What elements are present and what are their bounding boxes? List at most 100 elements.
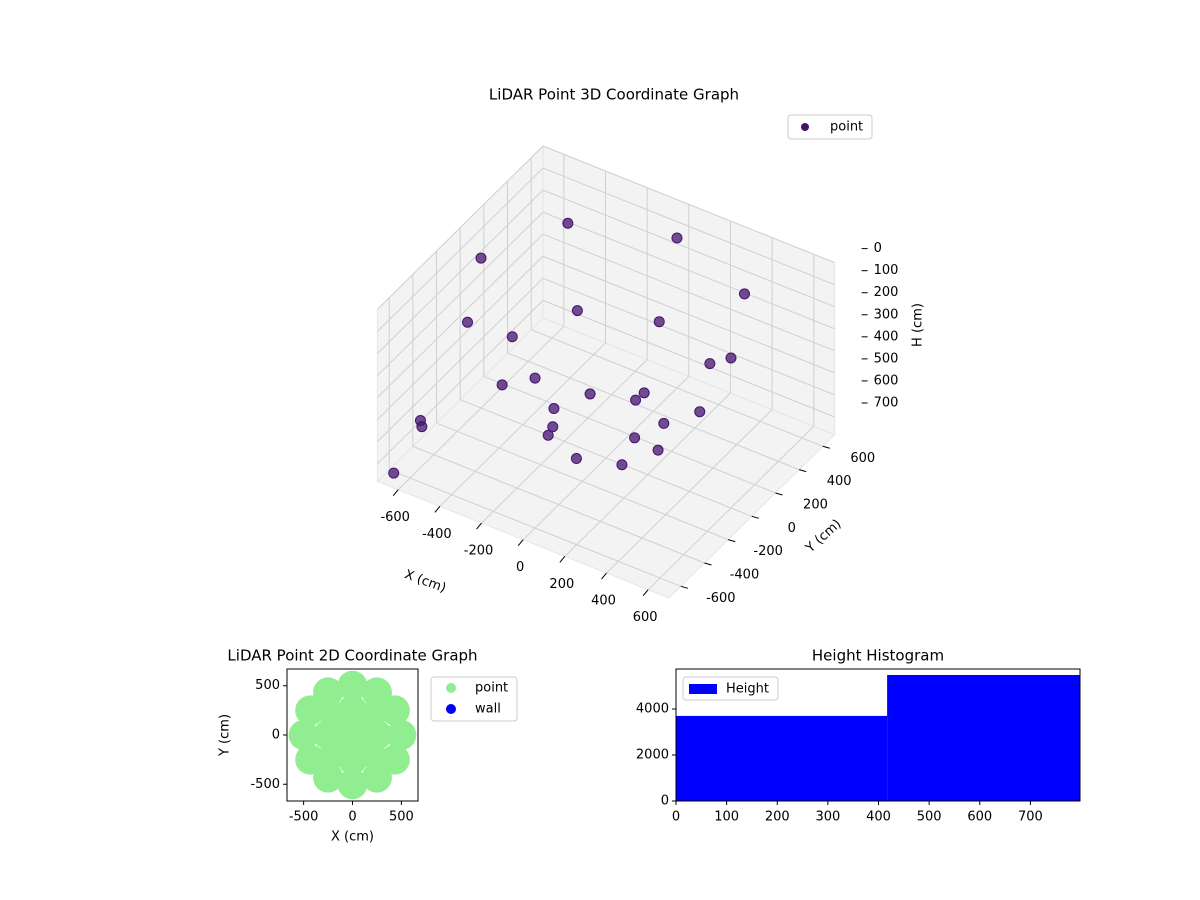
grid-line <box>412 445 705 564</box>
point <box>671 232 683 244</box>
plot-area <box>288 670 417 800</box>
grid-line <box>542 277 835 396</box>
grid-line <box>530 329 823 447</box>
y-tick-label: 400 <box>827 474 852 489</box>
legend-marker <box>446 704 456 714</box>
point <box>562 217 574 229</box>
z-tick-label: 300 <box>874 307 899 322</box>
point <box>738 288 750 300</box>
chart-title: LiDAR Point 2D Coordinate Graph <box>227 647 477 665</box>
tick-mark <box>680 585 688 589</box>
z-tick-label: 500 <box>874 351 899 366</box>
point <box>386 720 417 750</box>
point <box>462 316 474 328</box>
z-tick-label: 100 <box>874 263 899 278</box>
z-tick-label: 200 <box>874 285 899 300</box>
y-tick-label: -500 <box>250 777 280 792</box>
x-tick-label: -200 <box>464 544 494 559</box>
chart-title: Height Histogram <box>812 647 944 665</box>
z-tick-label: 400 <box>874 329 899 344</box>
grid-line <box>377 189 544 354</box>
legend-box <box>682 676 779 701</box>
tick-mark <box>751 515 759 519</box>
x-tick-label: 300 <box>815 810 840 825</box>
y-tick-label: -600 <box>706 591 736 606</box>
axes-frame <box>286 668 419 802</box>
z-tick-label: 0 <box>874 241 882 256</box>
legend-label: point <box>475 681 508 696</box>
tick-mark <box>798 469 807 473</box>
point <box>529 372 541 384</box>
x-axis-label: X (cm) <box>402 567 448 596</box>
grid-line <box>377 277 544 443</box>
x-tick-label: 500 <box>389 810 414 825</box>
tick-mark <box>601 572 607 580</box>
x-tick-label: -600 <box>380 510 410 525</box>
grid-line <box>542 189 835 308</box>
grid-line <box>377 145 544 310</box>
y-tick-label: 500 <box>255 678 280 693</box>
point <box>570 453 582 465</box>
x-tick-label: 0 <box>348 810 356 825</box>
y-axis-label: Y (cm) <box>802 517 844 557</box>
point <box>414 414 426 426</box>
point <box>354 737 385 768</box>
tick-mark <box>728 539 736 543</box>
point <box>629 432 641 444</box>
grid-line <box>377 255 544 420</box>
tick-mark <box>392 489 399 497</box>
y-tick-label: 0 <box>272 728 280 743</box>
y-tick-label: 0 <box>661 794 669 809</box>
point <box>475 252 487 264</box>
point <box>542 429 554 441</box>
x-tick-label: 100 <box>714 810 739 825</box>
y-tick-label: 0 <box>788 521 796 536</box>
legend-label: point <box>830 120 863 135</box>
y-tick-label: 4000 <box>636 702 669 717</box>
legend-marker <box>446 683 456 693</box>
x-tick-label: 0 <box>672 810 680 825</box>
x-tick-label: 600 <box>633 610 658 625</box>
legend-label: Height <box>726 682 769 697</box>
y-tick-label: 200 <box>803 497 828 512</box>
tick-mark <box>704 562 712 566</box>
x-tick-label: -400 <box>422 527 452 542</box>
point <box>704 358 716 370</box>
tick-mark <box>642 589 649 596</box>
bar <box>676 715 888 801</box>
point <box>638 387 650 399</box>
legend-marker <box>689 684 717 694</box>
x-tick-label: 200 <box>549 577 574 592</box>
y-axis-label: Y (cm) <box>218 714 233 757</box>
x-tick-label: 700 <box>1018 810 1043 825</box>
y-tick-label: 2000 <box>636 748 669 763</box>
x-tick-label: 400 <box>591 594 616 609</box>
point <box>313 762 344 793</box>
tick-mark <box>517 539 524 547</box>
grid-line <box>542 233 835 352</box>
point <box>361 677 392 708</box>
point <box>616 459 628 471</box>
legend-box <box>787 114 873 140</box>
tick-mark <box>476 522 482 530</box>
grid-line <box>377 167 544 332</box>
point <box>547 421 559 433</box>
point <box>496 379 508 391</box>
tick-mark <box>434 506 441 513</box>
tick-mark <box>559 556 566 563</box>
chart-title: LiDAR Point 3D Coordinate Graph <box>489 86 739 104</box>
point <box>658 417 670 429</box>
point <box>725 352 737 364</box>
z-tick-label: 700 <box>874 395 899 410</box>
z-axis-label: H (cm) <box>911 303 926 347</box>
x-tick-label: 200 <box>765 810 790 825</box>
point <box>584 388 596 400</box>
axes-frame <box>675 668 1081 802</box>
grid-line <box>377 300 544 465</box>
grid-line <box>542 255 835 374</box>
point <box>653 316 665 328</box>
point <box>571 305 583 317</box>
grid-line <box>542 299 835 418</box>
tick-mark <box>822 445 830 449</box>
